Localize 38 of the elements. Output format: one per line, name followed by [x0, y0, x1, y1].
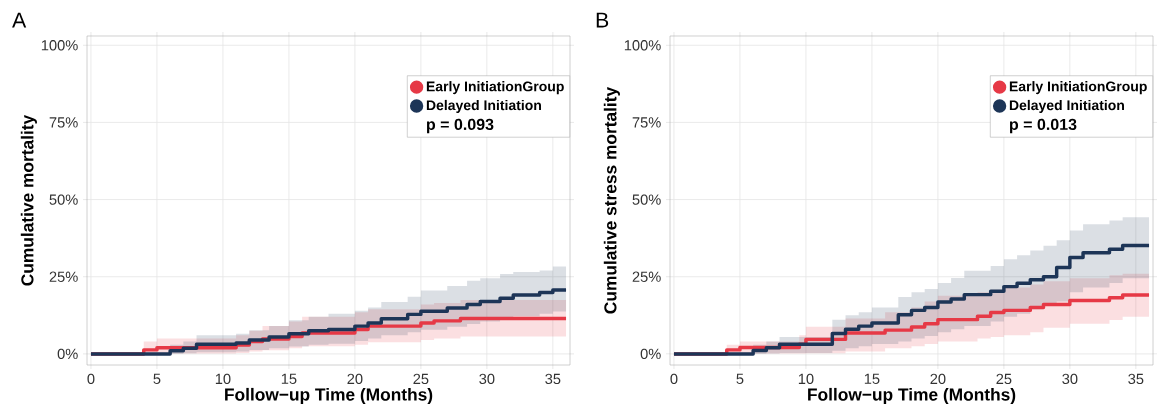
legend-label: Delayed Initiation [1009, 99, 1124, 113]
x-axis-title: Follow−up Time (Months) [808, 387, 1016, 405]
chart-title: A [12, 12, 27, 28]
x-tick-label: 30 [479, 373, 495, 385]
legend-label: Early InitiationGroup [426, 81, 564, 95]
y-tick-label: 100% [624, 40, 661, 51]
x-tick-label: 20 [347, 373, 363, 385]
legend-label: Delayed Initiation [426, 99, 541, 113]
y-tick-label: 50% [632, 194, 661, 205]
annotation: p = 0.013 [1009, 118, 1077, 134]
x-tick-label: 0 [87, 373, 95, 385]
y-tick-label: 100% [41, 40, 78, 51]
y-tick-label: 0% [640, 348, 661, 360]
y-tick-label: 25% [632, 271, 661, 282]
x-tick-label: 5 [736, 373, 744, 384]
x-axis-title: Follow−up Time (Months) [225, 387, 433, 405]
y-tick-label: 25% [49, 271, 78, 282]
y-tick-label: 50% [49, 194, 78, 205]
annotation: p = 0.093 [426, 118, 494, 134]
x-tick-label: 35 [545, 373, 561, 385]
x-tick-label: 15 [281, 373, 297, 384]
x-tick-label: 5 [153, 373, 161, 384]
x-tick-label: 20 [930, 373, 946, 385]
x-tick-label: 10 [215, 373, 231, 385]
chart-title: B [596, 12, 609, 28]
x-tick-label: 25 [996, 373, 1012, 385]
y-tick-label: 75% [49, 117, 78, 128]
legend-label: Early InitiationGroup [1009, 81, 1147, 95]
y-tick-label: 0% [57, 348, 78, 360]
x-tick-label: 15 [864, 373, 880, 384]
x-tick-label: 0 [670, 373, 678, 385]
x-tick-label: 30 [1062, 373, 1078, 385]
x-tick-label: 10 [798, 373, 814, 385]
x-tick-label: 35 [1128, 373, 1144, 385]
y-tick-label: 75% [632, 117, 661, 128]
y-axis-title: Cumulative mortality [20, 114, 37, 286]
x-tick-label: 25 [413, 373, 429, 385]
y-axis-title: Cumulative stress mortality [603, 86, 620, 314]
